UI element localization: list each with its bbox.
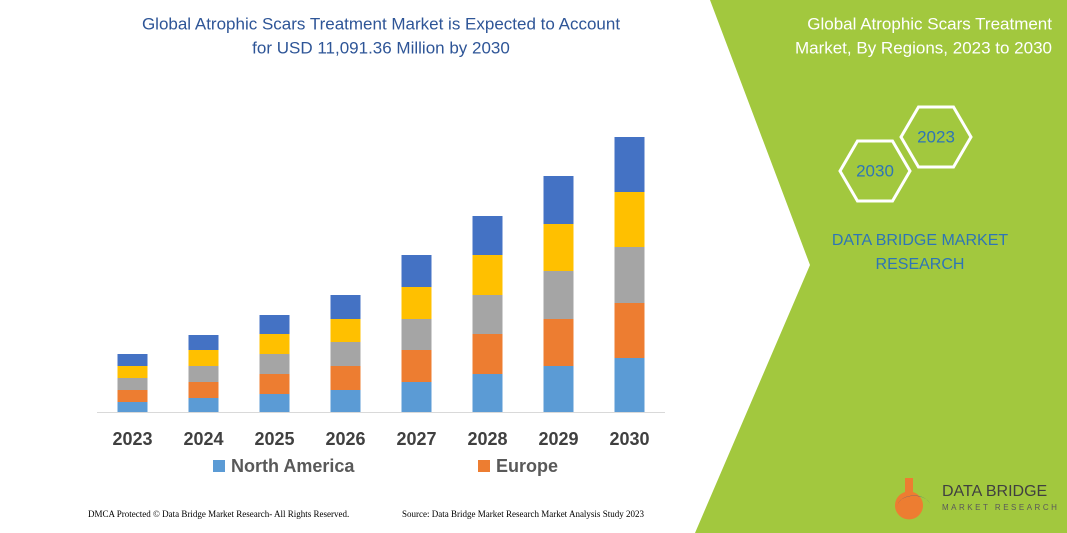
bar-segment bbox=[188, 366, 219, 382]
brand-text: RESEARCH bbox=[876, 256, 965, 273]
bar-segment bbox=[401, 382, 432, 412]
bar-segment bbox=[330, 295, 361, 319]
bar-segment bbox=[330, 390, 361, 412]
bar-segment bbox=[401, 255, 432, 287]
bar-segment bbox=[117, 354, 148, 366]
legend-swatch bbox=[213, 460, 225, 472]
bar-segment bbox=[401, 319, 432, 350]
source: Source: Data Bridge Market Research Mark… bbox=[402, 509, 644, 519]
x-tick-label: 2027 bbox=[396, 429, 436, 449]
x-tick-label: 2028 bbox=[467, 429, 507, 449]
bar-segment bbox=[259, 315, 290, 334]
hexagon bbox=[899, 105, 973, 169]
hexagon-label: 2030 bbox=[856, 161, 894, 180]
side-panel bbox=[695, 0, 1067, 533]
bar-segment bbox=[259, 334, 290, 354]
logo-tagline: MARKET RESEARCH bbox=[942, 503, 1059, 512]
bar-segment bbox=[543, 271, 574, 319]
bar-segment bbox=[543, 224, 574, 271]
bar-segment bbox=[259, 354, 290, 374]
bar-segment bbox=[614, 137, 645, 192]
x-tick-label: 2024 bbox=[183, 429, 223, 449]
hexagon-label: 2023 bbox=[917, 127, 955, 146]
panel-title: Market, By Regions, 2023 to 2030 bbox=[795, 38, 1052, 57]
bar-segment bbox=[259, 374, 290, 394]
bar-segment bbox=[472, 216, 503, 255]
bar-segment bbox=[330, 319, 361, 342]
legend-label: Europe bbox=[496, 456, 558, 476]
bar-segment bbox=[472, 334, 503, 374]
x-tick-label: 2029 bbox=[538, 429, 578, 449]
bar-segment bbox=[401, 350, 432, 382]
bar-segment bbox=[188, 335, 219, 350]
chart-title: for USD 11,091.36 Million by 2030 bbox=[252, 38, 510, 57]
bar-segment bbox=[117, 366, 148, 378]
legend-label: North America bbox=[231, 456, 355, 476]
bar-segment bbox=[472, 295, 503, 334]
x-tick-label: 2026 bbox=[325, 429, 365, 449]
x-tick-label: 2023 bbox=[112, 429, 152, 449]
bar-segment bbox=[614, 247, 645, 303]
bar-segment bbox=[188, 350, 219, 366]
copyright: DMCA Protected © Data Bridge Market Rese… bbox=[88, 509, 349, 519]
bar-segment bbox=[614, 303, 645, 358]
bar-segment bbox=[543, 319, 574, 366]
bar-segment bbox=[330, 342, 361, 366]
logo-name: DATA BRIDGE bbox=[942, 483, 1047, 500]
legend-swatch bbox=[478, 460, 490, 472]
hexagon bbox=[838, 139, 912, 203]
x-tick-label: 2030 bbox=[609, 429, 649, 449]
bar-segment bbox=[117, 378, 148, 390]
panel-title: Global Atrophic Scars Treatment bbox=[807, 14, 1052, 33]
bar-segment bbox=[259, 394, 290, 412]
bar-segment bbox=[117, 402, 148, 412]
logo-mark bbox=[895, 478, 924, 520]
bar-segment bbox=[117, 390, 148, 402]
bar-segment bbox=[401, 287, 432, 319]
bar-segment bbox=[614, 192, 645, 247]
bar-segment bbox=[614, 358, 645, 412]
bar-segment bbox=[188, 382, 219, 398]
bar-segment bbox=[472, 374, 503, 412]
chart-title: Global Atrophic Scars Treatment Market i… bbox=[142, 14, 620, 33]
brand-text: DATA BRIDGE MARKET bbox=[832, 232, 1009, 249]
x-tick-label: 2025 bbox=[254, 429, 294, 449]
bar-segment bbox=[330, 366, 361, 390]
bar-segment bbox=[472, 255, 503, 295]
bar-segment bbox=[543, 176, 574, 224]
bar-segment bbox=[543, 366, 574, 412]
bar-segment bbox=[188, 398, 219, 412]
